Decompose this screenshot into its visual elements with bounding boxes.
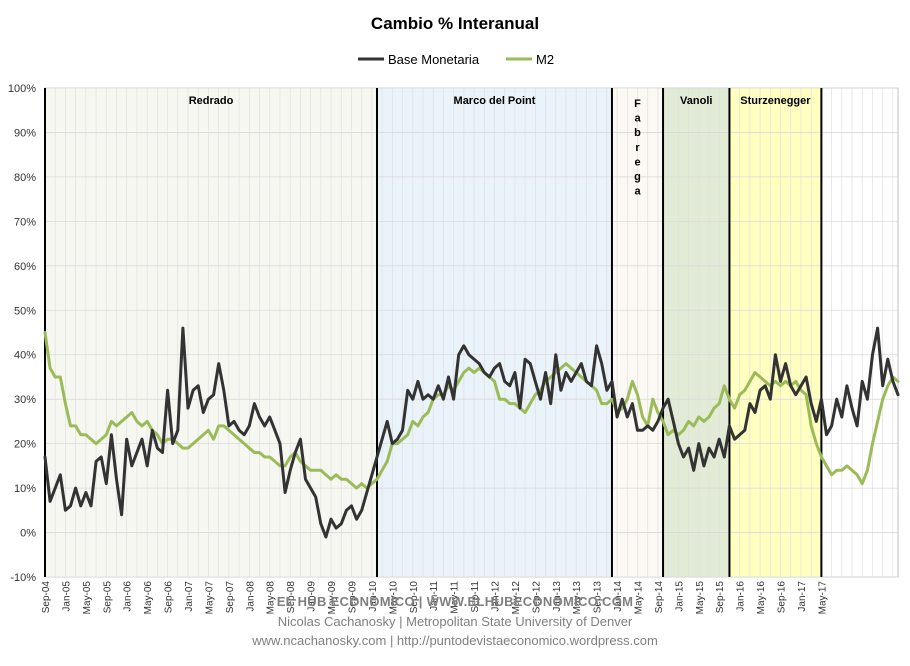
footer-site-line: EL HUB ECONOMICO | WWW.ELHUBECONOMICO.CO…	[276, 594, 634, 609]
x-tick-label: Sep-11	[470, 581, 481, 613]
series-line-base-monetaria	[43, 326, 900, 539]
x-tick-label: Jan-09	[307, 581, 318, 612]
chart-title: Cambio % Interanual	[371, 14, 539, 33]
x-tick-label: May-07	[204, 581, 215, 615]
y-tick-label: 70%	[14, 216, 36, 228]
y-tick-label: 10%	[14, 483, 36, 495]
x-tick-label: May-17	[817, 581, 828, 615]
footer-links-line: www.ncachanosky.com | http://puntodevist…	[252, 633, 658, 648]
x-tick-label: Sep-05	[102, 581, 113, 614]
legend-label-1: M2	[536, 52, 554, 67]
period-band-3	[663, 88, 730, 577]
x-tick-label: Jan-11	[429, 581, 440, 611]
x-tick-label: Sep-13	[593, 581, 604, 614]
period-label-0: Redrado	[189, 95, 234, 107]
period-band-4	[729, 88, 822, 577]
y-tick-label: 40%	[14, 350, 36, 362]
x-tick-label: Sep-15	[715, 581, 726, 614]
period-label-2: g	[634, 171, 641, 183]
x-tick-label: May-05	[82, 581, 93, 615]
period-label-1: Marco del Point	[454, 95, 536, 107]
y-tick-label: 100%	[8, 83, 36, 95]
x-tick-label: May-06	[143, 581, 154, 615]
x-tick-label: Sep-12	[531, 581, 542, 614]
x-tick-label: Jan-14	[613, 581, 624, 612]
y-tick-label: 80%	[14, 172, 36, 184]
period-label-3: Vanoli	[680, 95, 712, 107]
x-tick-label: Sep-10	[409, 581, 420, 614]
x-tick-label: May-16	[756, 581, 767, 615]
y-tick-label: 90%	[14, 127, 36, 139]
y-tick-label: 60%	[14, 261, 36, 273]
x-tick-label: Sep-06	[164, 581, 175, 614]
y-tick-label: 0%	[20, 528, 36, 540]
x-tick-label: Jan-05	[61, 581, 72, 612]
x-tick-label: Jan-17	[797, 581, 808, 612]
y-tick-label: -10%	[10, 572, 36, 584]
period-label-4: Sturzenegger	[740, 95, 811, 107]
x-tick-label: Jan-08	[245, 581, 256, 612]
footer-author-line: Nicolas Cachanosky | Metropolitan State …	[277, 614, 633, 629]
x-tick-label: Jan-16	[736, 581, 747, 612]
x-tick-label: May-13	[572, 581, 583, 615]
x-tick-label: Sep-07	[225, 581, 236, 614]
x-tick-label: Sep-16	[777, 581, 788, 614]
legend-label-0: Base Monetaria	[388, 52, 480, 67]
y-tick-label: 50%	[14, 305, 36, 317]
x-tick-label: Jan-06	[123, 581, 134, 612]
x-tick-label: Jan-10	[368, 581, 379, 612]
x-tick-label: May-12	[511, 581, 522, 615]
series-line-m2	[43, 331, 900, 490]
x-tick-label: May-14	[634, 581, 645, 615]
x-tick-label: Jan-12	[490, 581, 501, 612]
x-tick-label: May-15	[695, 581, 706, 615]
x-tick-label: May-08	[266, 581, 277, 615]
x-tick-label: May-09	[327, 581, 338, 615]
y-tick-label: 20%	[14, 439, 36, 451]
x-tick-label: May-10	[388, 581, 399, 615]
x-tick-label: Sep-04	[41, 581, 52, 614]
period-label-2: r	[635, 142, 640, 154]
x-tick-label: Jan-13	[552, 581, 563, 612]
x-tick-label: Sep-08	[286, 581, 297, 614]
y-tick-label: 30%	[14, 394, 36, 406]
period-label-2: e	[634, 156, 640, 168]
x-tick-label: Sep-14	[654, 581, 665, 614]
period-label-2: b	[634, 127, 641, 139]
x-tick-label: Jan-15	[674, 581, 685, 612]
x-tick-label: Jan-07	[184, 581, 195, 612]
period-label-2: a	[634, 113, 641, 125]
x-tick-label: May-11	[450, 581, 461, 614]
period-label-2: a	[634, 186, 641, 198]
period-band-0	[45, 88, 378, 577]
x-tick-label: Sep-09	[347, 581, 358, 614]
period-label-2: F	[634, 98, 641, 110]
